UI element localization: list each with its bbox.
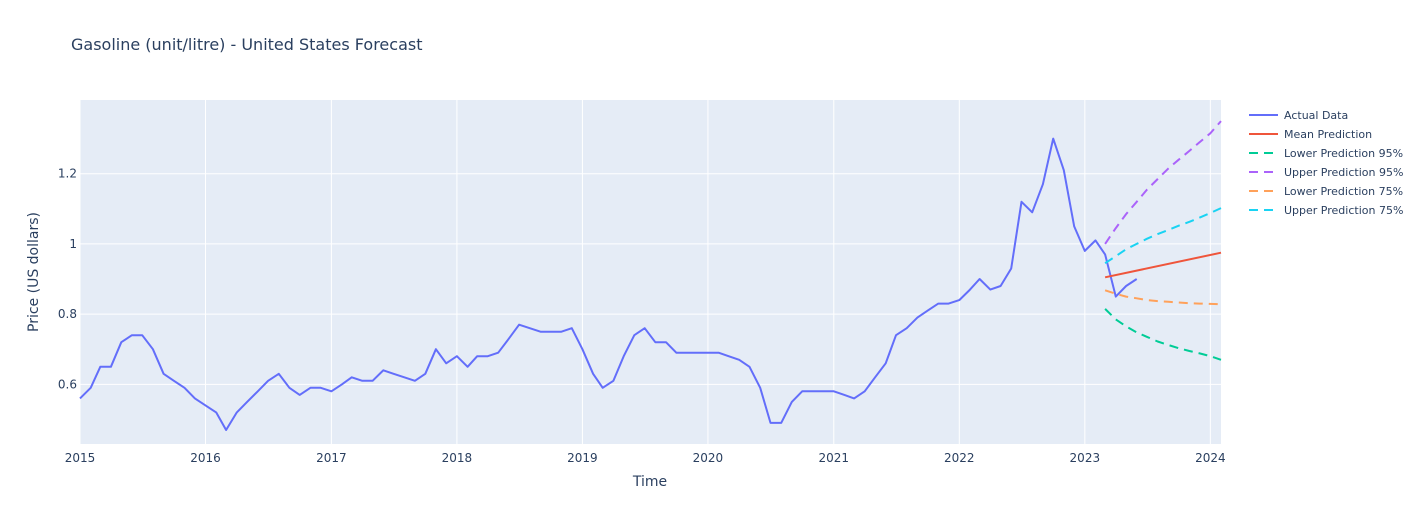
x-tick-label: 2022	[944, 451, 975, 465]
legend-label: Actual Data	[1284, 109, 1348, 122]
y-tick-label: 1	[69, 237, 77, 251]
series-line-upper-prediction-95	[1104, 120, 1222, 245]
plot-area	[80, 100, 1221, 444]
legend[interactable]: Actual Data Mean Prediction Lower Predicti…	[1249, 109, 1403, 217]
x-tick-label: 2016	[190, 451, 221, 465]
legend-label: Mean Prediction	[1284, 128, 1372, 141]
x-axis-title: Time	[632, 474, 667, 490]
legend-label: Upper Prediction 95%	[1284, 166, 1403, 179]
legend-label: Lower Prediction 75%	[1284, 185, 1403, 198]
series-line-lower-prediction-95	[1104, 308, 1222, 361]
legend-label: Upper Prediction 75%	[1284, 204, 1403, 217]
series-layer	[79, 120, 1222, 431]
plot-background	[80, 100, 1221, 444]
legend-item-upper-prediction-95[interactable]: Upper Prediction 95%	[1249, 166, 1403, 179]
x-tick-label: 2015	[65, 451, 96, 465]
legend-item-actual-data[interactable]: Actual Data	[1249, 109, 1348, 122]
legend-item-mean-prediction[interactable]: Mean Prediction	[1249, 128, 1372, 141]
x-tick-label: 2020	[693, 451, 724, 465]
series-line-mean-prediction	[1104, 251, 1222, 279]
x-tick-label: 2017	[316, 451, 347, 465]
legend-label: Lower Prediction 95%	[1284, 147, 1403, 160]
x-tick-label: 2024	[1195, 451, 1226, 465]
series-line-actual-data	[79, 137, 1138, 431]
x-tick-label: 2023	[1070, 451, 1101, 465]
x-tick-label: 2019	[567, 451, 598, 465]
legend-item-lower-prediction-75[interactable]: Lower Prediction 75%	[1249, 185, 1403, 198]
grid-lines	[79, 100, 1221, 444]
y-axis-title: Price (US dollars)	[26, 212, 42, 332]
y-tick-label: 0.8	[58, 307, 77, 321]
x-tick-label: 2018	[442, 451, 473, 465]
x-tick-label: 2021	[819, 451, 850, 465]
x-axis-ticks: 2015 2016 2017 2018 2019 2020 2021 2022 2023 2024	[65, 451, 1226, 465]
legend-item-lower-prediction-95[interactable]: Lower Prediction 95%	[1249, 147, 1403, 160]
y-axis-ticks: 0.6 0.8 1 1.2	[58, 167, 77, 392]
y-tick-label: 0.6	[58, 377, 77, 391]
series-line-upper-prediction-75	[1104, 207, 1222, 265]
y-tick-label: 1.2	[58, 167, 77, 181]
chart-title: Gasoline (unit/litre) - United States Fo…	[71, 35, 422, 54]
legend-item-upper-prediction-75[interactable]: Upper Prediction 75%	[1249, 204, 1403, 217]
series-line-lower-prediction-75	[1104, 289, 1222, 306]
